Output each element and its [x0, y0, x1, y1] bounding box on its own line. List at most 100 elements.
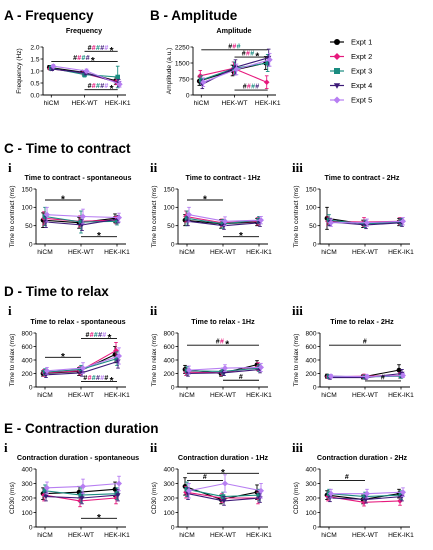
y-tick-label: 50	[167, 223, 175, 230]
hash-marker: #	[92, 45, 96, 52]
y-tick-label: 1500	[175, 60, 190, 67]
data-point	[113, 347, 119, 354]
chart-title: Time to contract - 1Hz	[186, 173, 261, 182]
star-marker: *	[239, 231, 243, 242]
significance-annotation: *	[81, 231, 117, 242]
y-tick-label: 100	[21, 205, 32, 212]
x-tick-label: hiCM	[44, 100, 59, 107]
legend-label: Expt 2	[351, 52, 372, 61]
hash-marker: #	[237, 43, 241, 50]
y-tick-label: 300	[21, 481, 32, 488]
x-tick-label: hiCM	[37, 392, 52, 399]
data-point	[44, 367, 50, 374]
x-tick-label: HEK-IK1	[246, 532, 272, 539]
data-point	[184, 216, 190, 221]
hash-marker: #	[250, 51, 254, 58]
data-point	[186, 211, 192, 218]
star-marker: *	[97, 231, 101, 242]
data-point	[400, 489, 406, 496]
hash-marker: #	[82, 55, 86, 62]
legend-label: Expt 5	[351, 96, 372, 105]
hash-marker: #	[255, 84, 259, 91]
numeral-di: i	[8, 303, 12, 318]
hash-marker: #	[203, 474, 207, 481]
series-expt-5	[50, 63, 123, 88]
y-tick-label: 100	[305, 205, 316, 212]
hash-marker: #	[88, 375, 92, 382]
y-tick-label: 50	[309, 223, 317, 230]
chart-b: Amplitude 0 750 1500 2250 hiCM HEK-WT HEK-IK1 Am…	[166, 26, 281, 107]
hash-marker: #	[228, 43, 232, 50]
significance-annotation: # # #	[201, 43, 268, 50]
numeral-cii: ii	[150, 160, 158, 175]
data-point	[222, 480, 228, 487]
series-expt-5	[186, 474, 264, 499]
significance-annotation: # # # *	[234, 51, 268, 63]
series-expt-5	[186, 362, 264, 375]
chart-ci: Time to contract - spontaneous 0 50 100 150 h…	[9, 173, 131, 256]
series-expt-5	[44, 347, 122, 375]
star-marker: *	[110, 376, 114, 387]
chart-a: Frequency 0.0 0.5 1.0 1.5 2.0 hiCM HEK-WT HEK-IK…	[16, 26, 131, 107]
data-point	[233, 66, 240, 73]
hash-marker: #	[100, 45, 104, 52]
data-point	[79, 496, 85, 501]
chart-eiii: Contraction duration - 2Hz 0 100 200 300 400 h…	[293, 453, 414, 539]
significance-annotation: #	[329, 474, 365, 481]
x-tick-label: HEK-IK1	[104, 392, 130, 399]
y-tick-label: 400	[163, 357, 174, 364]
y-tick-label: 0	[171, 524, 175, 531]
chart-ei: Contraction duration - spontaneous 0 100 20…	[9, 453, 139, 539]
star-marker: *	[110, 84, 114, 95]
hash-marker: #	[345, 474, 349, 481]
x-tick-label: hiCM	[321, 249, 336, 256]
y-tick-label: 400	[305, 466, 316, 473]
x-tick-label: HEK-IK1	[388, 532, 414, 539]
y-tick-label: 200	[21, 495, 32, 502]
numeral-eiii: iii	[292, 440, 303, 455]
legend-item-expt-5: Expt 5	[330, 96, 372, 105]
data-point	[364, 490, 370, 497]
significance-annotation: # # # # # # *	[81, 375, 117, 387]
legend: Expt 1 Expt 2 Expt 3 Expt 4 Expt 5	[330, 38, 372, 105]
data-point	[116, 81, 123, 88]
legend-label: Expt 3	[351, 67, 372, 76]
data-point	[362, 494, 368, 499]
significance-annotation: *	[45, 352, 81, 363]
y-tick-label: 300	[305, 481, 316, 488]
y-tick-label: 600	[163, 344, 174, 351]
hash-marker: #	[381, 374, 385, 381]
data-point	[50, 63, 57, 70]
chart-title: Time to contract - spontaneous	[25, 173, 132, 182]
y-tick-label: 2.0	[30, 44, 39, 51]
y-tick-label: 200	[21, 371, 32, 378]
data-point	[256, 492, 262, 498]
significance-annotation: #	[223, 374, 259, 381]
x-tick-label: HEK-WT	[210, 249, 236, 256]
y-tick-label: 0	[171, 241, 175, 248]
hash-marker: #	[239, 374, 243, 381]
y-tick-label: 150	[21, 186, 32, 193]
hash-marker: #	[100, 83, 104, 90]
x-tick-label: hiCM	[37, 249, 52, 256]
star-marker: *	[108, 333, 112, 344]
star-marker: *	[97, 513, 101, 524]
x-tick-label: HEK-IK1	[388, 249, 414, 256]
y-tick-label: 50	[25, 223, 33, 230]
hash-marker: #	[96, 375, 100, 382]
data-point	[116, 352, 122, 359]
numeral-ei: i	[4, 440, 8, 455]
data-point	[44, 484, 50, 491]
x-tick-label: hiCM	[321, 532, 336, 539]
y-tick-label: 0	[29, 384, 33, 391]
data-point	[364, 373, 370, 380]
data-point	[265, 60, 270, 66]
significance-annotation: #	[329, 339, 401, 346]
y-tick-label: 1.5	[30, 56, 39, 63]
series-expt-4	[43, 488, 121, 505]
chart-dii: Time to relax - 1Hz 0 200 400 600 800 hiCM HEK-…	[151, 317, 272, 399]
y-axis-label: Time to relax (ms)	[293, 334, 300, 387]
y-tick-label: 200	[305, 495, 316, 502]
data-point	[222, 218, 228, 225]
x-tick-label: HEK-WT	[210, 392, 236, 399]
